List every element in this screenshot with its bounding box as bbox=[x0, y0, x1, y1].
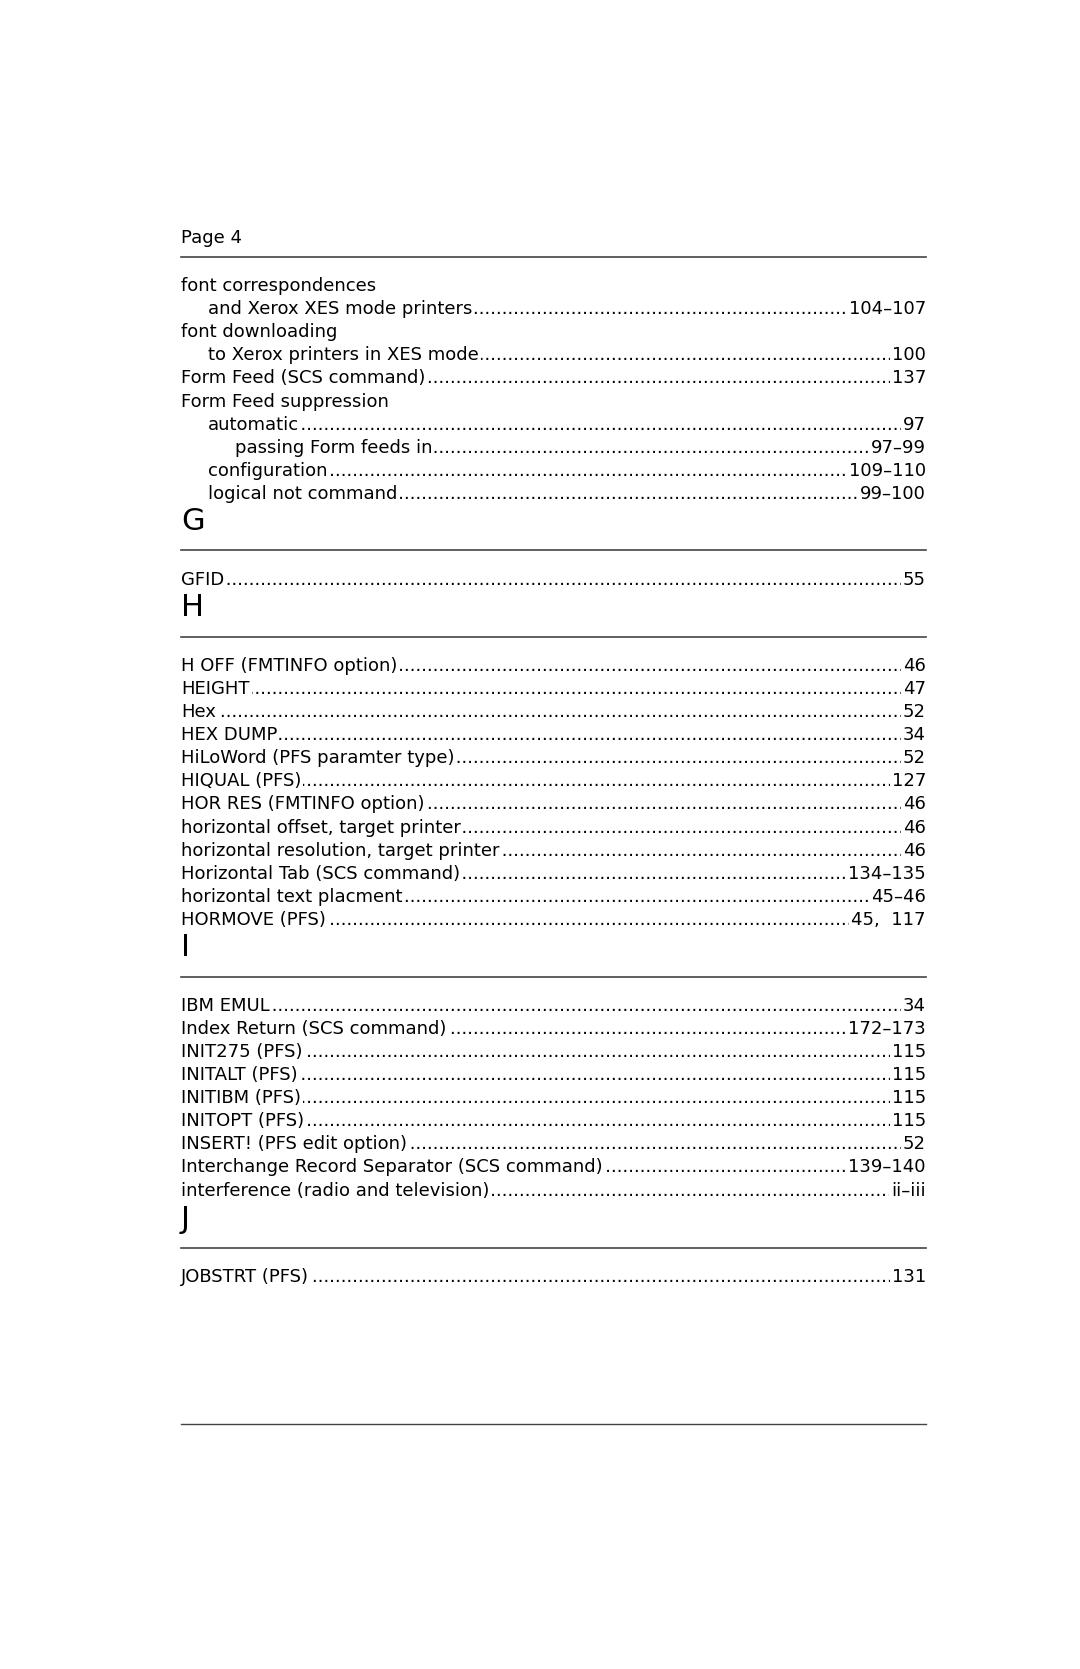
Text: horizontal text placment: horizontal text placment bbox=[181, 888, 403, 906]
Text: ................................................................................: ........................................… bbox=[0, 773, 1080, 791]
Text: ................................................................................: ........................................… bbox=[0, 749, 1080, 768]
Text: HiLoWord (PFS paramter type): HiLoWord (PFS paramter type) bbox=[181, 749, 455, 768]
Text: ................................................................................: ........................................… bbox=[0, 1158, 1080, 1177]
Text: ................................................................................: ........................................… bbox=[0, 865, 1080, 883]
Text: ................................................................................: ........................................… bbox=[0, 1112, 1080, 1130]
Text: G: G bbox=[181, 507, 205, 536]
Text: 46: 46 bbox=[903, 796, 926, 813]
Text: 139–140: 139–140 bbox=[849, 1158, 926, 1177]
Text: JOBSTRT (PFS): JOBSTRT (PFS) bbox=[181, 1268, 309, 1287]
Text: Interchange Record Separator (SCS command): Interchange Record Separator (SCS comman… bbox=[181, 1158, 603, 1177]
Text: INITOPT (PFS): INITOPT (PFS) bbox=[181, 1112, 305, 1130]
Text: Hex: Hex bbox=[181, 703, 216, 721]
Text: passing Form feeds in: passing Form feeds in bbox=[234, 439, 432, 457]
Text: and Xerox XES mode printers: and Xerox XES mode printers bbox=[207, 300, 472, 319]
Text: HOR RES (FMTINFO option): HOR RES (FMTINFO option) bbox=[181, 796, 424, 813]
Text: I: I bbox=[181, 933, 190, 963]
Text: 172–173: 172–173 bbox=[848, 1020, 926, 1038]
Text: ................................................................................: ........................................… bbox=[0, 996, 1080, 1015]
Text: 109–110: 109–110 bbox=[849, 462, 926, 481]
Text: J: J bbox=[181, 1205, 190, 1233]
Text: 34: 34 bbox=[903, 726, 926, 744]
Text: GFID: GFID bbox=[181, 571, 225, 589]
Text: ................................................................................: ........................................… bbox=[0, 656, 1080, 674]
Text: H OFF (FMTINFO option): H OFF (FMTINFO option) bbox=[181, 656, 397, 674]
Text: ................................................................................: ........................................… bbox=[0, 571, 1080, 589]
Text: Page 4: Page 4 bbox=[181, 229, 242, 247]
Text: IBM EMUL: IBM EMUL bbox=[181, 996, 270, 1015]
Text: 52: 52 bbox=[903, 749, 926, 768]
Text: ................................................................................: ........................................… bbox=[0, 911, 1080, 930]
Text: 34: 34 bbox=[903, 996, 926, 1015]
Text: 137: 137 bbox=[892, 369, 926, 387]
Text: INSERT! (PFS edit option): INSERT! (PFS edit option) bbox=[181, 1135, 407, 1153]
Text: ................................................................................: ........................................… bbox=[0, 300, 1080, 319]
Text: horizontal offset, target printer: horizontal offset, target printer bbox=[181, 818, 461, 836]
Text: ................................................................................: ........................................… bbox=[0, 1043, 1080, 1061]
Text: HEX DUMP: HEX DUMP bbox=[181, 726, 278, 744]
Text: ................................................................................: ........................................… bbox=[0, 416, 1080, 434]
Text: INITIBM (PFS): INITIBM (PFS) bbox=[181, 1090, 301, 1107]
Text: Horizontal Tab (SCS command): Horizontal Tab (SCS command) bbox=[181, 865, 460, 883]
Text: INIT275 (PFS): INIT275 (PFS) bbox=[181, 1043, 302, 1061]
Text: ................................................................................: ........................................… bbox=[0, 818, 1080, 836]
Text: to Xerox printers in XES mode: to Xerox printers in XES mode bbox=[207, 345, 478, 364]
Text: font downloading: font downloading bbox=[181, 324, 337, 340]
Text: H: H bbox=[181, 592, 204, 623]
Text: 52: 52 bbox=[903, 1135, 926, 1153]
Text: ................................................................................: ........................................… bbox=[0, 1182, 1080, 1200]
Text: ................................................................................: ........................................… bbox=[0, 888, 1080, 906]
Text: Form Feed suppression: Form Feed suppression bbox=[181, 392, 389, 411]
Text: automatic: automatic bbox=[207, 416, 299, 434]
Text: ii–iii: ii–iii bbox=[891, 1182, 926, 1200]
Text: 99–100: 99–100 bbox=[860, 486, 926, 502]
Text: font correspondences: font correspondences bbox=[181, 277, 376, 295]
Text: 115: 115 bbox=[892, 1066, 926, 1083]
Text: INITALT (PFS): INITALT (PFS) bbox=[181, 1066, 298, 1083]
Text: ................................................................................: ........................................… bbox=[0, 462, 1080, 481]
Text: ................................................................................: ........................................… bbox=[0, 796, 1080, 813]
Text: 47: 47 bbox=[903, 679, 926, 698]
Text: 97–99: 97–99 bbox=[870, 439, 926, 457]
Text: 127: 127 bbox=[892, 773, 926, 791]
Text: ................................................................................: ........................................… bbox=[0, 841, 1080, 860]
Text: ................................................................................: ........................................… bbox=[0, 1066, 1080, 1083]
Text: 115: 115 bbox=[892, 1090, 926, 1107]
Text: HORMOVE (PFS): HORMOVE (PFS) bbox=[181, 911, 326, 930]
Text: ................................................................................: ........................................… bbox=[0, 726, 1080, 744]
Text: ................................................................................: ........................................… bbox=[0, 486, 1080, 502]
Text: ................................................................................: ........................................… bbox=[0, 1268, 1080, 1287]
Text: 100: 100 bbox=[892, 345, 926, 364]
Text: 45,  117: 45, 117 bbox=[851, 911, 926, 930]
Text: 115: 115 bbox=[892, 1112, 926, 1130]
Text: ................................................................................: ........................................… bbox=[0, 1135, 1080, 1153]
Text: ................................................................................: ........................................… bbox=[0, 369, 1080, 387]
Text: 134–135: 134–135 bbox=[848, 865, 926, 883]
Text: Form Feed (SCS command): Form Feed (SCS command) bbox=[181, 369, 426, 387]
Text: configuration: configuration bbox=[207, 462, 327, 481]
Text: ................................................................................: ........................................… bbox=[0, 345, 1080, 364]
Text: 55: 55 bbox=[903, 571, 926, 589]
Text: 131: 131 bbox=[892, 1268, 926, 1287]
Text: logical not command: logical not command bbox=[207, 486, 397, 502]
Text: 115: 115 bbox=[892, 1043, 926, 1061]
Text: HEIGHT: HEIGHT bbox=[181, 679, 249, 698]
Text: ................................................................................: ........................................… bbox=[0, 703, 1080, 721]
Text: ................................................................................: ........................................… bbox=[0, 439, 1080, 457]
Text: ................................................................................: ........................................… bbox=[0, 679, 1080, 698]
Text: 46: 46 bbox=[903, 818, 926, 836]
Text: Index Return (SCS command): Index Return (SCS command) bbox=[181, 1020, 446, 1038]
Text: 97: 97 bbox=[903, 416, 926, 434]
Text: 45–46: 45–46 bbox=[872, 888, 926, 906]
Text: interference (radio and television): interference (radio and television) bbox=[181, 1182, 489, 1200]
Text: 104–107: 104–107 bbox=[849, 300, 926, 319]
Text: 46: 46 bbox=[903, 841, 926, 860]
Text: 46: 46 bbox=[903, 656, 926, 674]
Text: ................................................................................: ........................................… bbox=[0, 1090, 1080, 1107]
Text: horizontal resolution, target printer: horizontal resolution, target printer bbox=[181, 841, 500, 860]
Text: ................................................................................: ........................................… bbox=[0, 1020, 1080, 1038]
Text: 52: 52 bbox=[903, 703, 926, 721]
Text: HIQUAL (PFS): HIQUAL (PFS) bbox=[181, 773, 301, 791]
